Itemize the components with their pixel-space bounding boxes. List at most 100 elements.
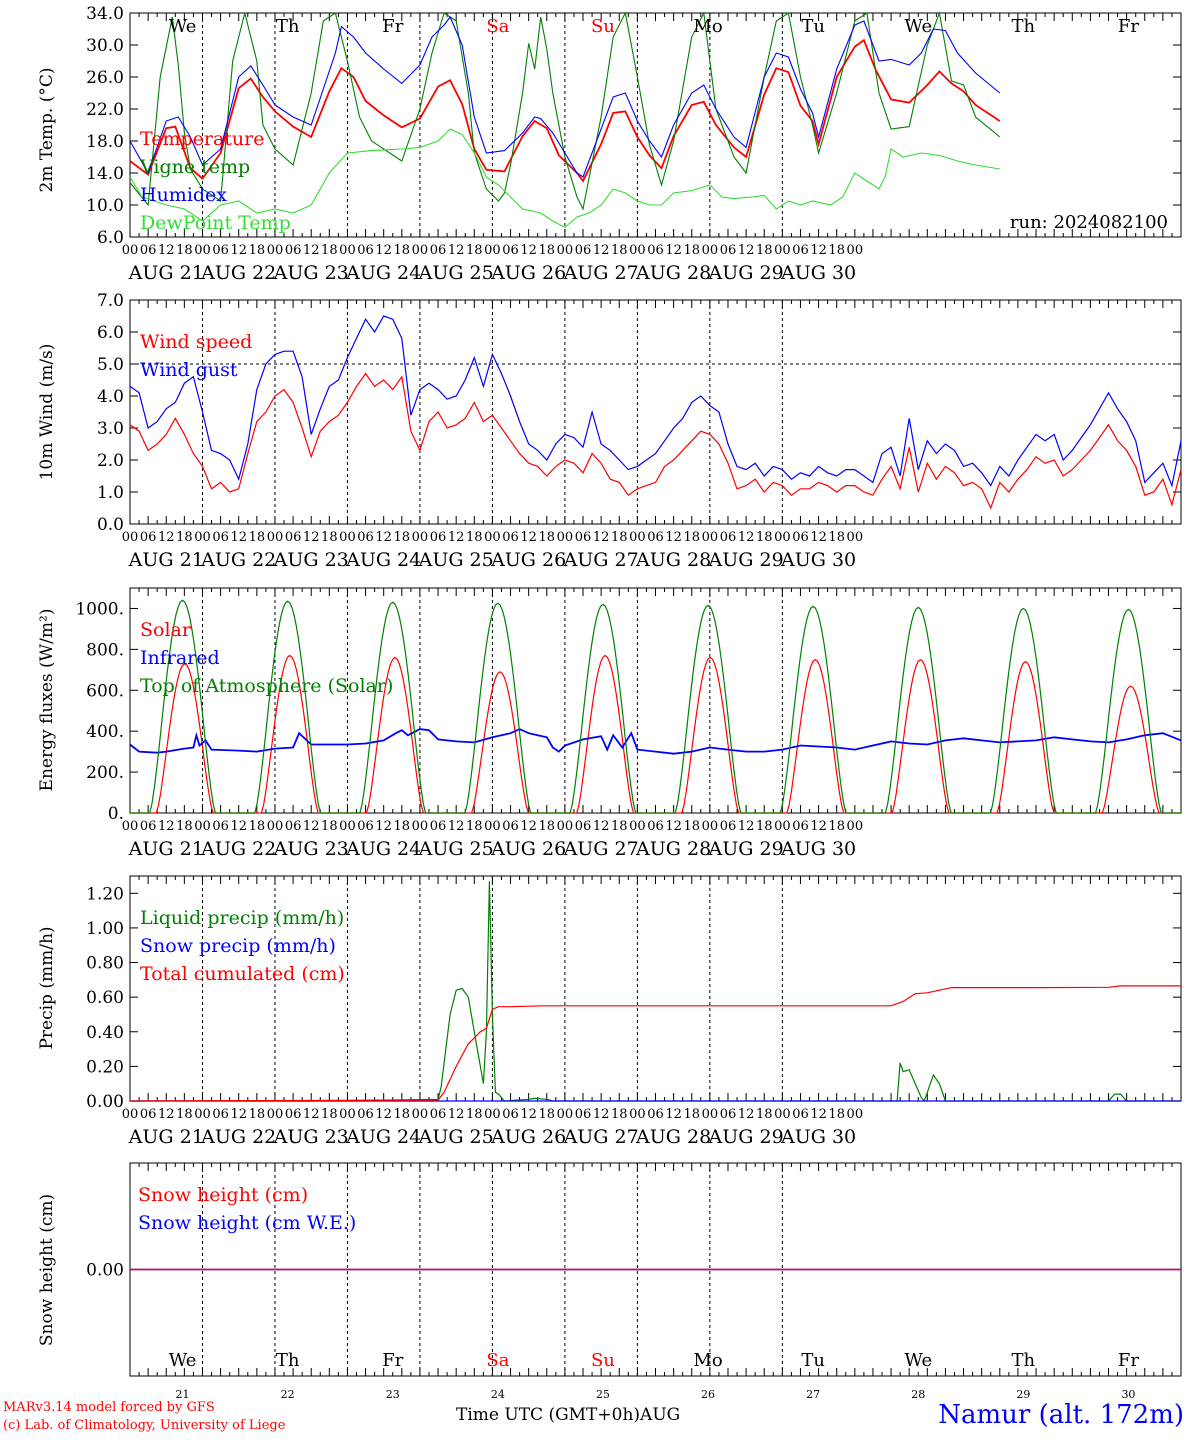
- hour-tick-label: 00: [484, 819, 501, 834]
- hour-tick-label: 12: [230, 530, 247, 545]
- hour-tick-label: 12: [738, 243, 755, 258]
- hour-tick-label: 18: [394, 243, 411, 258]
- y-tick-label: 0.60: [86, 988, 124, 1008]
- hour-tick-label: 06: [792, 530, 809, 545]
- hour-tick-label: 12: [593, 1107, 610, 1122]
- run-label: run: 2024082100: [1010, 212, 1168, 233]
- legend-liquid-precip-mm-h-: Liquid precip (mm/h): [140, 907, 344, 929]
- hour-tick-label: 06: [285, 819, 302, 834]
- hour-tick-label: 18: [756, 819, 773, 834]
- hour-tick-label: 06: [502, 1107, 519, 1122]
- hour-tick-label: 06: [647, 530, 664, 545]
- date-label: AUG 25: [418, 262, 494, 284]
- legend-wind-gust: Wind gust: [140, 359, 238, 381]
- day-name-label: Tu: [801, 16, 825, 37]
- hour-tick-label: 06: [212, 243, 229, 258]
- hour-tick-label: 00: [774, 530, 791, 545]
- hour-tick-label: 06: [792, 819, 809, 834]
- date-label: AUG 26: [490, 549, 566, 571]
- hour-tick-label: 06: [430, 819, 447, 834]
- hour-tick-label: 12: [303, 1107, 320, 1122]
- time-utc-label: Time UTC (GMT+0h): [456, 1405, 641, 1425]
- hour-tick-label: 00: [484, 243, 501, 258]
- series-top-of-atmosphere-solar--line: [130, 599, 1181, 814]
- hour-tick-label: 00: [702, 1107, 719, 1122]
- hour-tick-label: 00: [122, 243, 139, 258]
- y-tick-label: 1.20: [86, 884, 124, 904]
- hour-tick-label: 12: [375, 243, 392, 258]
- hour-tick-label: 06: [502, 243, 519, 258]
- hour-tick-label: 12: [810, 819, 827, 834]
- y-tick-label: 18.0: [86, 132, 124, 152]
- credit-line: (c) Lab. of Climatology, University of L…: [3, 1418, 286, 1433]
- hour-tick-label: 00: [339, 819, 356, 834]
- day-number-label: 21: [176, 1388, 190, 1401]
- hour-tick-label: 00: [557, 1107, 574, 1122]
- hour-tick-label: 06: [212, 530, 229, 545]
- y-tick-label: 6.0: [97, 323, 124, 343]
- hour-tick-label: 18: [611, 1107, 628, 1122]
- hour-tick-label: 18: [249, 530, 266, 545]
- date-label: AUG 27: [563, 838, 639, 860]
- hour-tick-label: 18: [828, 243, 845, 258]
- hour-tick-label: 06: [285, 530, 302, 545]
- day-number-label: 28: [911, 1388, 925, 1401]
- legend-infrared: Infrared: [140, 647, 220, 669]
- hour-tick-label: 00: [412, 243, 429, 258]
- date-label: AUG 28: [635, 1126, 711, 1148]
- date-label: AUG 29: [708, 262, 784, 284]
- date-label: AUG 26: [490, 838, 566, 860]
- y-tick-label: 0.40: [86, 1023, 124, 1043]
- date-label: AUG 25: [418, 1126, 494, 1148]
- y-tick-label: 22.0: [86, 100, 124, 120]
- date-label: AUG 21: [128, 1126, 204, 1148]
- y-axis-label: Snow height (cm): [37, 1194, 57, 1346]
- hour-tick-label: 12: [520, 243, 537, 258]
- hour-tick-label: 00: [194, 530, 211, 545]
- hour-tick-label: 18: [249, 819, 266, 834]
- date-label: AUG 22: [200, 549, 276, 571]
- date-label: AUG 27: [563, 262, 639, 284]
- legend-snow-height-cm-w-e-: Snow height (cm W.E.): [138, 1212, 356, 1234]
- hour-tick-label: 18: [539, 243, 556, 258]
- y-tick-label: 0.00: [86, 1261, 124, 1281]
- time-axis-label: Time UTC (GMT+0h)AUG: [456, 1405, 680, 1425]
- legend-dewpoint-temp: DewPoint Temp: [140, 212, 291, 234]
- date-label: AUG 21: [128, 262, 204, 284]
- hour-tick-label: 06: [575, 1107, 592, 1122]
- hour-tick-label: 18: [611, 819, 628, 834]
- hour-tick-label: 06: [575, 819, 592, 834]
- date-label: AUG 26: [490, 262, 566, 284]
- day-name-label: We: [904, 16, 932, 37]
- hour-tick-label: 00: [702, 243, 719, 258]
- hour-tick-label: 18: [176, 530, 193, 545]
- day-name-label: Sa: [486, 16, 509, 37]
- hour-tick-label: 06: [647, 1107, 664, 1122]
- hour-tick-label: 18: [828, 530, 845, 545]
- hour-tick-label: 12: [448, 1107, 465, 1122]
- y-tick-label: 4.0: [97, 387, 124, 407]
- day-number-label: 25: [596, 1388, 610, 1401]
- y-tick-label: 0.80: [86, 954, 124, 974]
- hour-tick-label: 06: [140, 243, 157, 258]
- y-tick-label: 1.00: [86, 919, 124, 939]
- hour-tick-label: 12: [810, 530, 827, 545]
- hour-tick-label: 18: [683, 243, 700, 258]
- hour-tick-label: 12: [230, 1107, 247, 1122]
- hour-tick-label: 06: [720, 530, 737, 545]
- hour-tick-label: 00: [194, 1107, 211, 1122]
- hour-tick-label: 18: [828, 819, 845, 834]
- hour-tick-label: 00: [412, 530, 429, 545]
- day-name-label: Su: [591, 1350, 615, 1371]
- series-wind-speed-line: [129, 372, 1182, 510]
- hour-tick-label: 00: [847, 819, 864, 834]
- date-label: AUG 21: [128, 838, 204, 860]
- day-name-label: Mo: [693, 16, 722, 37]
- month-label: AUG: [640, 1405, 681, 1425]
- hour-tick-label: 12: [375, 530, 392, 545]
- series-dewpoint-temp-line: [129, 128, 1000, 229]
- hour-tick-label: 12: [158, 819, 175, 834]
- day-name-label: Fr: [382, 1350, 403, 1371]
- y-tick-label: 2.0: [97, 451, 124, 471]
- y-tick-label: 6.0: [97, 228, 124, 248]
